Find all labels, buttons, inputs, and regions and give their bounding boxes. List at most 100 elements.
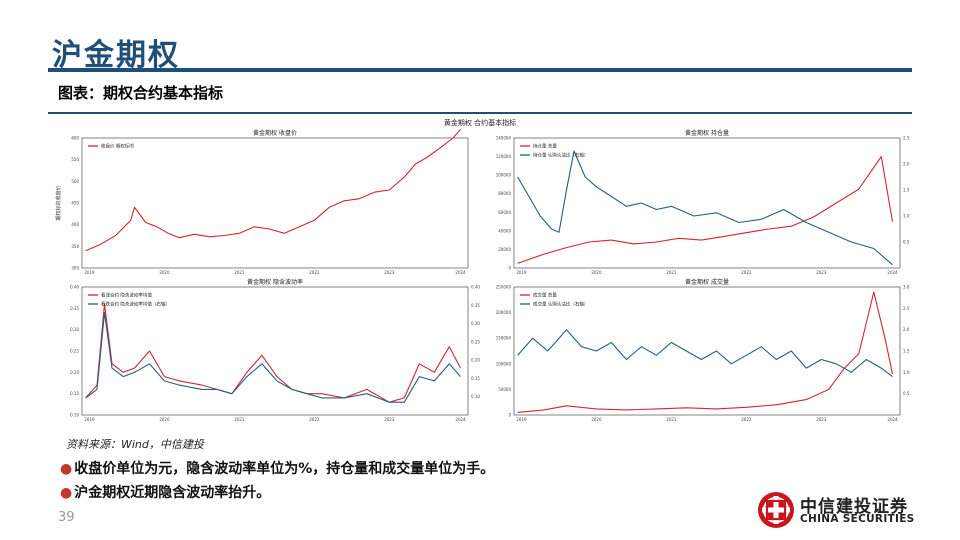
x-tick-label: 2023 (816, 270, 827, 275)
chart-panel-2: 黄金期权 持仓量 0 20000 40000 60000 80000 100000 12000… (496, 129, 910, 275)
y-tick-label: 450 (71, 201, 79, 206)
y-tick-label: 500 (71, 179, 79, 184)
y2-tick-label: 0.10 (471, 394, 480, 399)
chart-title: 黄金期权 隐含波动率 (247, 278, 303, 286)
plot-frame (81, 137, 469, 269)
y-tick-label: 0 (508, 266, 511, 271)
bullet-1-text: 收盘价单位为元，隐含波动率单位为%，持仓量和成交量单位为手。 (74, 461, 495, 477)
legend-label: 看跌合约 隐含波动率均值（右轴） (101, 301, 170, 308)
bullet-1: ● 收盘价单位为元，隐含波动率单位为%，持仓量和成交量单位为手。 (60, 458, 494, 478)
x-tick-label: 2024 (887, 270, 898, 275)
y2-tick-label: 2.5 (903, 136, 910, 141)
x-tick-label: 2019 (516, 270, 527, 275)
series-line-1 (517, 156, 894, 264)
y-tick-label: 0.10 (70, 413, 79, 418)
y2-tick-label: 0.35 (471, 303, 480, 308)
series-line-1 (517, 291, 894, 413)
y-tick-label: 40000 (498, 228, 511, 233)
legend-label: 看涨合约 隐含波动率均值 (101, 292, 152, 299)
y2-tick-label: 0.30 (471, 321, 480, 326)
series-line-2 (517, 150, 893, 266)
x-tick-label: 2021 (666, 417, 677, 422)
legend-label: 成交量 总量 (533, 292, 557, 299)
x-tick-label: 2020 (591, 270, 602, 275)
plot-frame (513, 286, 901, 416)
y-tick-label: 200000 (496, 310, 512, 315)
x-tick-label: 2021 (666, 270, 677, 275)
series-line-2 (85, 312, 461, 403)
y-tick-label: 0.35 (70, 306, 79, 311)
y-tick-label: 400 (71, 222, 79, 227)
y2-tick-label: 0.5 (903, 391, 910, 396)
x-tick-label: 2024 (455, 270, 466, 275)
x-tick-label: 2020 (159, 270, 170, 275)
chart-panel-4: 黄金期权 成交量 0 50000 100000 150000 200000 250000 0.… (496, 278, 910, 422)
y-tick-label: 120000 (496, 154, 512, 159)
china-securities-logo-icon (758, 492, 794, 528)
x-tick-label: 2023 (384, 270, 395, 275)
page-number: 39 (58, 510, 75, 525)
y-tick-label: 0.20 (70, 370, 79, 375)
chart-title: 黄金期权 收盘价 (253, 129, 297, 137)
x-tick-label: 2022 (741, 270, 752, 275)
bullet-2: ● 沪金期权近期隐含波动率抬升。 (60, 482, 270, 502)
figure-caption: 图表：期权合约基本指标 (58, 84, 224, 102)
y2-tick-label: 1.0 (903, 370, 910, 375)
y2-tick-label: 2.0 (903, 162, 910, 167)
legend-label: 持仓量 认购认沽比（右轴） (533, 152, 588, 159)
y-tick-label: 0.25 (70, 349, 79, 354)
x-tick-label: 2021 (234, 270, 245, 275)
bullet-2-text: 沪金期权近期隐含波动率抬升。 (74, 485, 271, 501)
company-logo: 中信建投证券 CHINA SECURITIES (756, 490, 916, 530)
title-divider (48, 68, 912, 72)
x-tick-label: 2019 (84, 417, 95, 422)
x-tick-label: 2024 (455, 417, 466, 422)
y-tick-label: 350 (71, 244, 79, 249)
plot-frame (81, 286, 469, 416)
slide-title: 沪金期权 (52, 38, 180, 73)
y2-tick-label: 0.40 (471, 285, 480, 290)
y2-tick-label: 0.5 (903, 240, 910, 245)
series-line-1 (85, 303, 461, 403)
series-line-1 (85, 128, 461, 252)
chart-panel-3: 黄金期权 隐含波动率 0.10 0.15 0.20 0.25 0.30 0.35 0.40 0.… (70, 278, 480, 422)
options-metrics-figure: 黄金期权 合约基本指标 黄金期权 收盘价 300 350 400 450 500 550 60… (55, 118, 910, 422)
x-tick-label: 2020 (591, 417, 602, 422)
x-tick-label: 2023 (816, 417, 827, 422)
y2-tick-label: 0.20 (471, 358, 480, 363)
y-tick-label: 600 (71, 136, 79, 141)
x-tick-label: 2022 (309, 417, 320, 422)
y-tick-label: 550 (71, 157, 79, 162)
y2-tick-label: 3.0 (903, 285, 910, 290)
y-tick-label: 250000 (496, 285, 512, 290)
bullet-dot-icon: ● (60, 461, 73, 477)
legend-label: 成交量 认购认沽比（右轴） (533, 301, 588, 308)
y2-tick-label: 0.15 (471, 376, 480, 381)
y2-tick-label: 0.25 (471, 339, 480, 344)
caption-divider (48, 112, 912, 114)
y-tick-label: 100000 (496, 361, 512, 366)
y2-tick-label: 2.5 (903, 306, 910, 311)
logo-name-cn: 中信建投证券 (800, 497, 908, 517)
y-tick-label: 80000 (498, 191, 511, 196)
x-tick-label: 2021 (234, 417, 245, 422)
x-tick-label: 2024 (887, 417, 898, 422)
y-tick-label: 0 (508, 413, 511, 418)
y2-tick-label: 2.0 (903, 327, 910, 332)
series-line-2 (517, 329, 893, 378)
chart-title: 黄金期权 成交量 (685, 278, 729, 286)
x-tick-label: 2023 (384, 417, 395, 422)
x-tick-label: 2022 (741, 417, 752, 422)
y-tick-label: 100000 (496, 173, 512, 178)
logo-name-en: CHINA SECURITIES (800, 513, 915, 525)
chart-panel-1: 黄金期权 收盘价 300 350 400 450 500 550 600 2019 2020 202… (55, 128, 469, 275)
figure-title: 黄金期权 合约基本指标 (444, 118, 516, 127)
y-tick-label: 60000 (498, 210, 511, 215)
y-tick-label: 300 (71, 266, 79, 271)
y2-tick-label: 1.0 (903, 214, 910, 219)
x-tick-label: 2022 (309, 270, 320, 275)
y-tick-label: 0.15 (70, 391, 79, 396)
legend-label: 持仓量 总量 (533, 143, 557, 150)
x-tick-label: 2019 (516, 417, 527, 422)
y-tick-label: 150000 (496, 336, 512, 341)
